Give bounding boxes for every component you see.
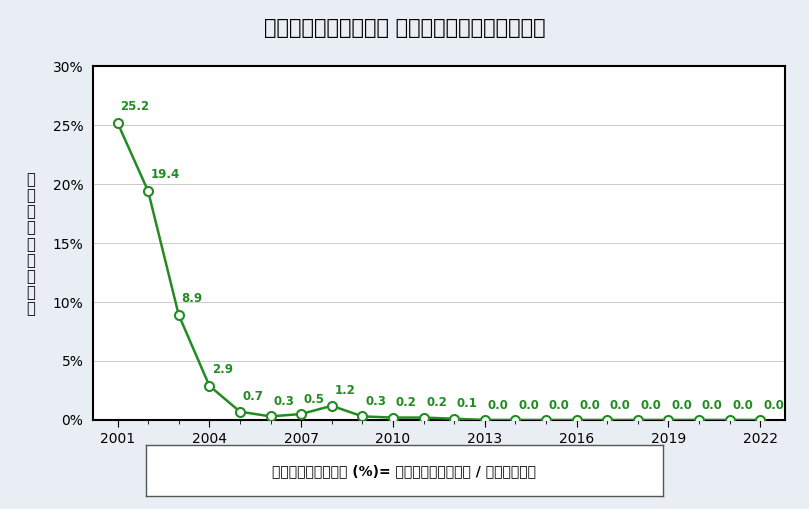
Text: 0.1: 0.1 [457,398,478,410]
Text: 0.3: 0.3 [365,395,386,408]
Text: 1.2: 1.2 [335,384,355,398]
Text: 0.2: 0.2 [396,396,417,409]
Text: 0.0: 0.0 [519,399,539,412]
Text: 0.0: 0.0 [641,399,662,412]
Text: 0.0: 0.0 [488,399,508,412]
Text: 8.9: 8.9 [181,292,202,305]
Text: 2.9: 2.9 [212,363,233,376]
Text: 19.4: 19.4 [151,168,180,181]
Text: 0.2: 0.2 [426,396,447,409]
Text: ゼ
ロ
エ
ミ
ッ
シ
ョ
ン
率: ゼ ロ エ ミ ッ シ ョ ン 率 [27,172,35,317]
Text: ゼロエミッション率 (%)= 埋立・単純焼却重量 / 廃棄物総重量: ゼロエミッション率 (%)= 埋立・単純焼却重量 / 廃棄物総重量 [273,464,536,478]
Text: 25.2: 25.2 [121,100,150,113]
Text: 住友電工ハードメタル ゼロエミッション率の推移: 住友電工ハードメタル ゼロエミッション率の推移 [264,18,545,38]
Text: 0.0: 0.0 [579,399,600,412]
Text: 0.0: 0.0 [610,399,631,412]
Text: 0.0: 0.0 [671,399,692,412]
Text: 0.0: 0.0 [763,399,784,412]
Text: 0.0: 0.0 [732,399,753,412]
Text: 0.0: 0.0 [702,399,722,412]
Text: 0.0: 0.0 [549,399,570,412]
Text: 0.3: 0.3 [273,395,294,408]
Text: 0.5: 0.5 [304,393,325,406]
Text: 0.7: 0.7 [243,390,264,403]
